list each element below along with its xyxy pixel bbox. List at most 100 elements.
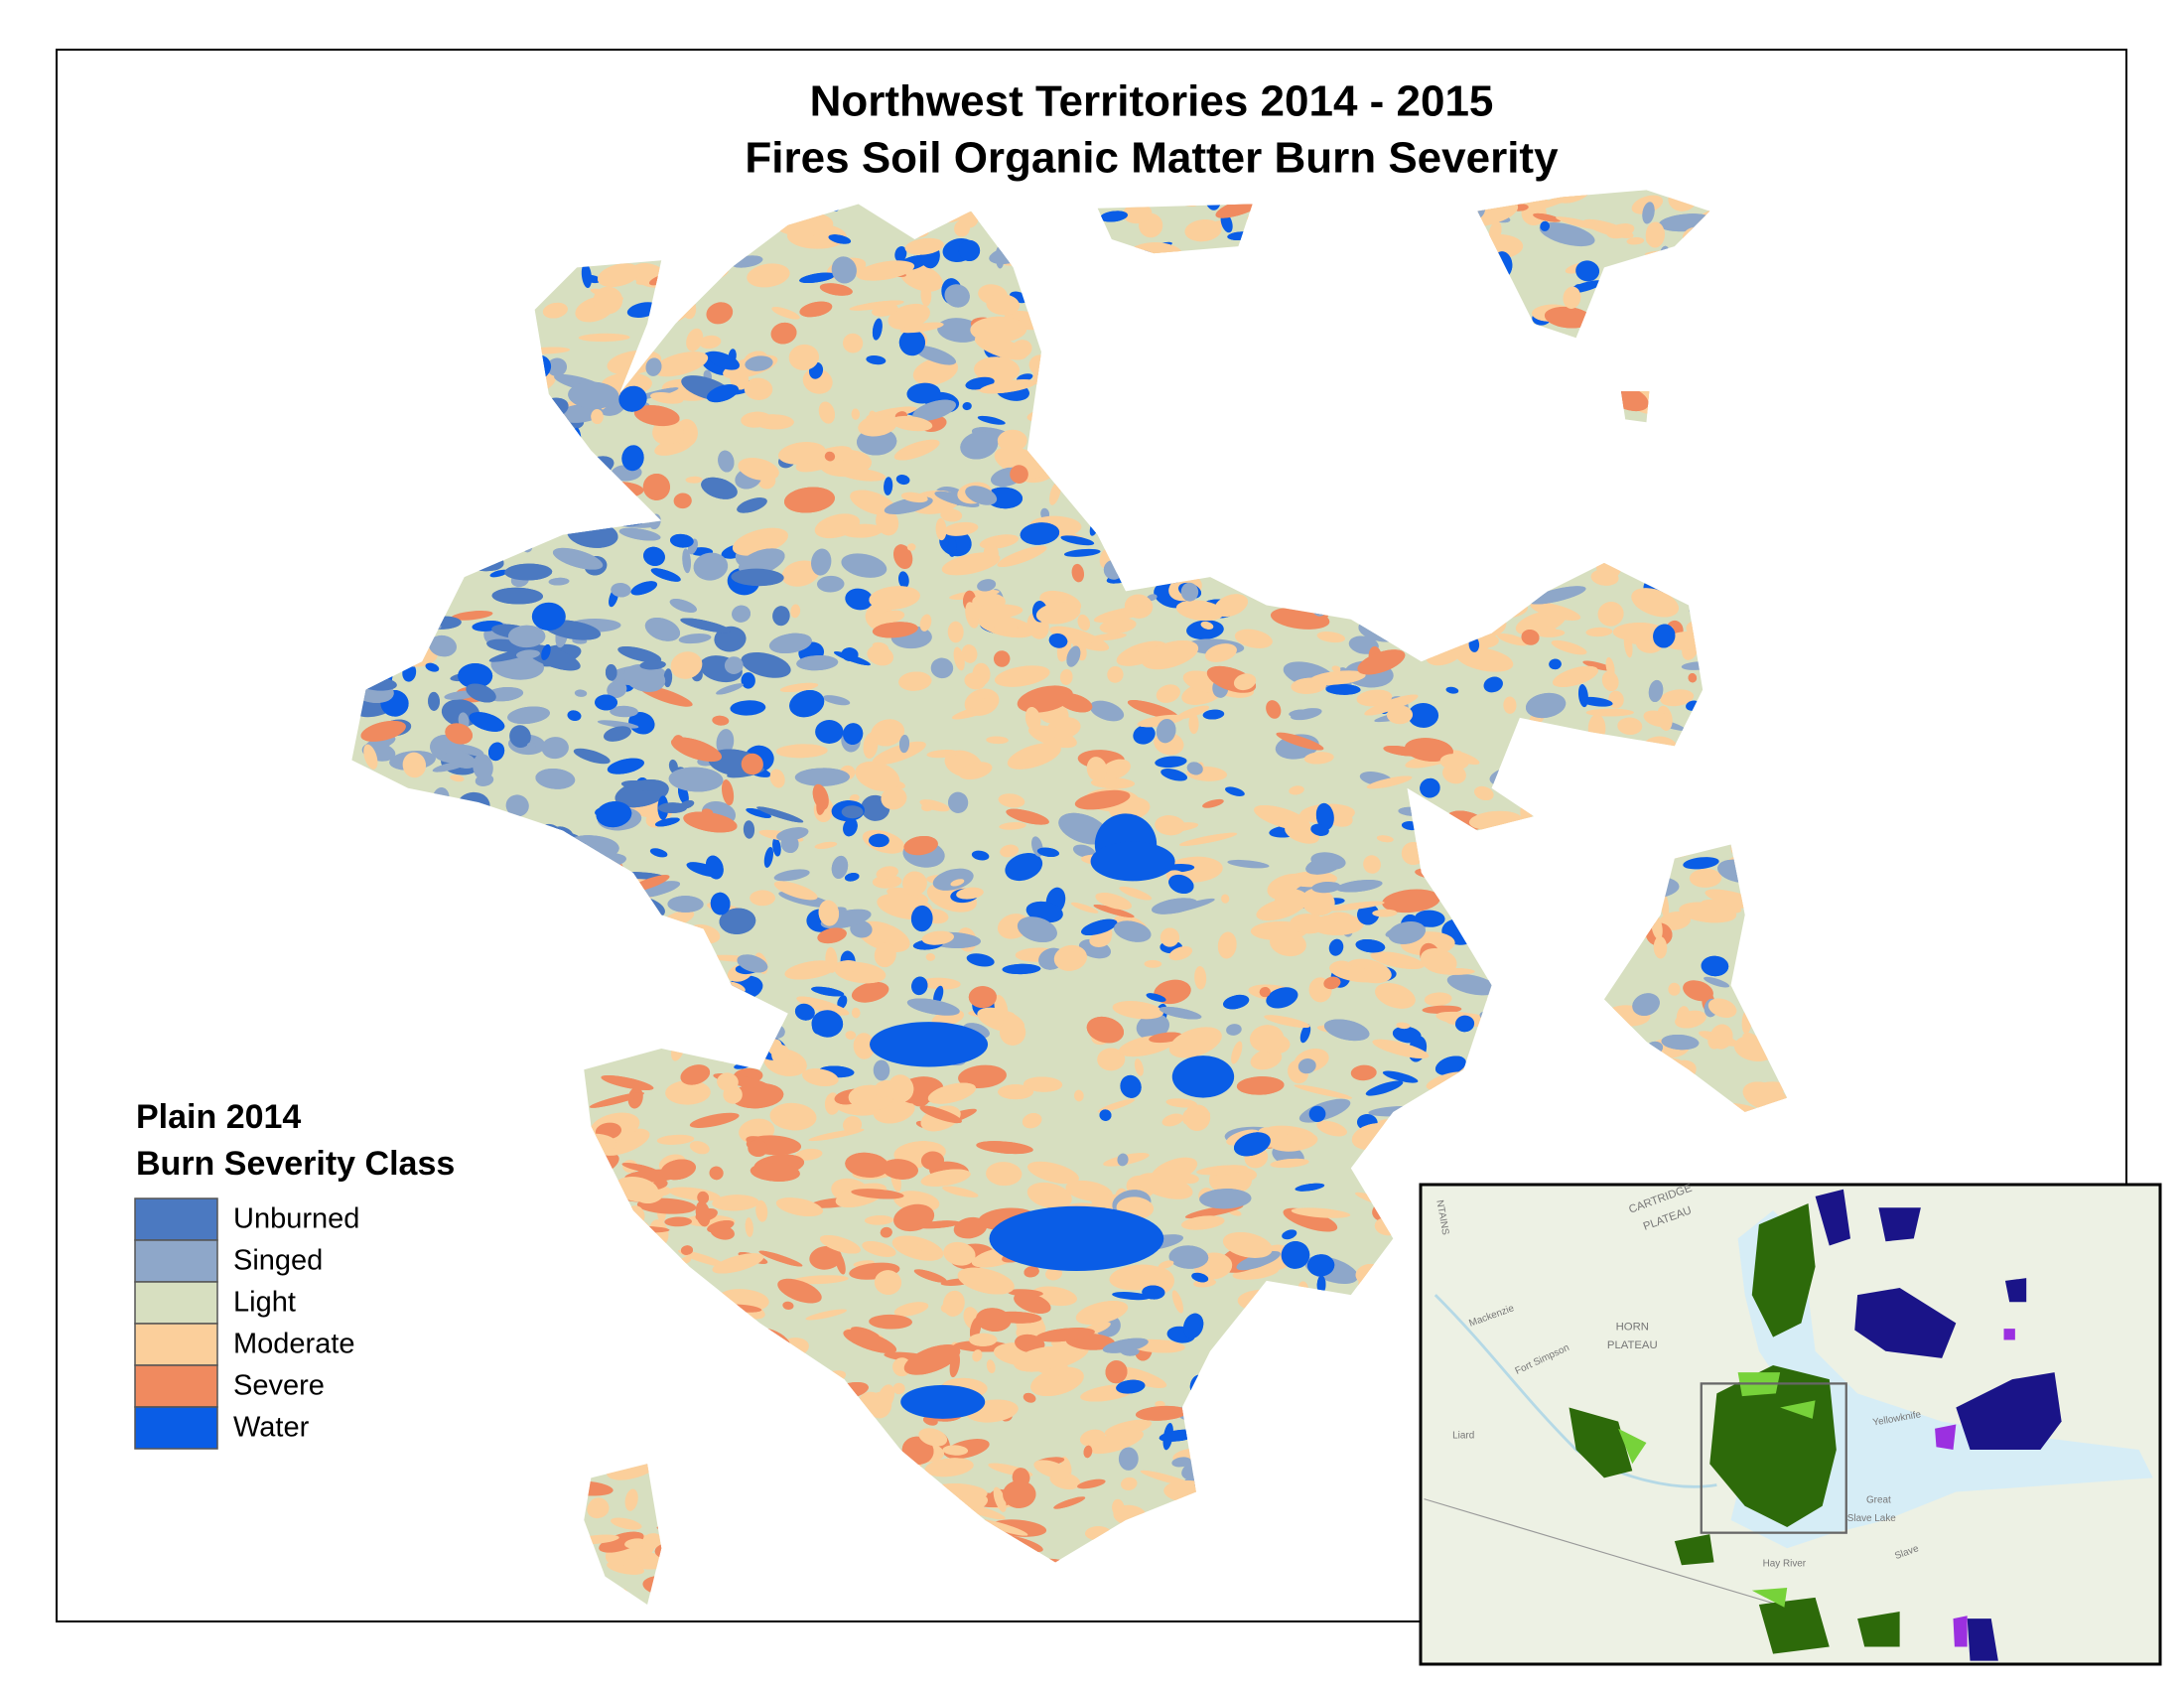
raster-patch (678, 633, 712, 644)
raster-patch (772, 837, 781, 857)
raster-patch (1392, 1026, 1422, 1044)
raster-patch (1194, 966, 1207, 990)
raster-patch (1503, 696, 1517, 714)
raster-patch (1266, 700, 1282, 719)
raster-patch (1582, 660, 1614, 671)
raster-patch (716, 729, 735, 756)
raster-patch (1074, 789, 1131, 810)
raster-patch (714, 626, 747, 652)
legend-label: Unburned (233, 1203, 359, 1235)
raster-patch (853, 1033, 876, 1059)
legend-swatch (134, 1323, 218, 1366)
raster-patch (1097, 1098, 1136, 1113)
raster-patch (1119, 886, 1153, 901)
raster-patch (943, 521, 979, 536)
raster-patch (873, 1059, 890, 1081)
raster-patch (653, 352, 709, 377)
raster-patch (583, 274, 602, 284)
raster-patch (1316, 632, 1346, 643)
raster-patch (867, 645, 894, 666)
raster-patch (1089, 700, 1125, 722)
raster-patch (1408, 702, 1439, 728)
raster-patch (1101, 759, 1131, 779)
fire-perimeter (2003, 1329, 2015, 1340)
raster-patch (937, 318, 982, 343)
raster-patch (721, 779, 735, 806)
raster-patch (578, 333, 630, 343)
raster-patch (1363, 855, 1381, 874)
raster-patch (1445, 686, 1459, 694)
lake (1171, 1055, 1235, 1098)
raster-patch (1161, 1113, 1184, 1127)
lake (989, 1205, 1164, 1272)
raster-patch (977, 415, 1006, 425)
raster-patch (1299, 1024, 1311, 1044)
raster-patch (1155, 756, 1187, 769)
legend-label: Singed (233, 1245, 323, 1277)
raster-patch (1540, 220, 1551, 231)
raster-patch (678, 1249, 728, 1268)
raster-patch (953, 1216, 988, 1239)
raster-patch (668, 759, 678, 774)
raster-patch (782, 1301, 794, 1311)
raster-patch (811, 548, 832, 576)
raster-patch (816, 575, 845, 593)
raster-patch (1063, 548, 1101, 557)
raster-patch (872, 741, 926, 766)
raster-patch (1116, 640, 1167, 666)
place-label: Hay River (1763, 1558, 1807, 1569)
legend-swatch (134, 1364, 218, 1408)
raster-patch (663, 668, 673, 688)
raster-patch (869, 1314, 913, 1330)
raster-patch (866, 354, 887, 365)
place-label: Liard (1452, 1430, 1474, 1441)
raster-patch (1086, 757, 1108, 782)
raster-patch (665, 1080, 711, 1105)
raster-patch (1382, 1070, 1419, 1083)
raster-patch (947, 621, 964, 643)
raster-patch (1704, 976, 1730, 988)
raster-patch (693, 552, 729, 581)
raster-patch (895, 475, 910, 486)
raster-patch (892, 544, 913, 570)
raster-patch (1585, 708, 1634, 717)
raster-patch (1160, 768, 1188, 781)
map-subtitle: Fires Soil Organic Matter Burn Severity (745, 134, 1559, 183)
raster-patch (1234, 629, 1273, 648)
place-label: HORN (1616, 1322, 1649, 1334)
place-label: Slave Lake (1847, 1513, 1897, 1524)
raster-patch (1227, 859, 1270, 869)
map-title: Northwest Territories 2014 - 2015 (810, 77, 1494, 126)
raster-patch (1176, 705, 1210, 720)
legend-label: Severe (233, 1370, 325, 1402)
raster-patch (1060, 535, 1095, 546)
legend-label: Moderate (233, 1329, 355, 1360)
raster-patch (1689, 868, 1722, 888)
raster-patch (1497, 633, 1529, 646)
raster-patch (1530, 602, 1581, 621)
raster-patch (1079, 1429, 1106, 1447)
raster-patch (1118, 1447, 1139, 1471)
raster-patch (686, 328, 704, 352)
raster-patch (689, 1141, 710, 1155)
raster-patch (1134, 1058, 1144, 1076)
raster-patch (978, 1518, 1028, 1536)
raster-patch (1375, 983, 1416, 1009)
raster-patch (809, 1245, 842, 1270)
raster-patch (969, 1333, 998, 1346)
raster-patch (930, 657, 954, 679)
legend-label: Water (233, 1412, 310, 1444)
raster-patch (649, 848, 668, 858)
raster-patch (1575, 260, 1600, 282)
raster-patch (781, 560, 820, 587)
raster-patch (1026, 1182, 1072, 1209)
raster-patch (1133, 725, 1156, 745)
raster-patch (1072, 844, 1096, 858)
raster-patch (1097, 1048, 1126, 1071)
legend-subtitle: Burn Severity Class (136, 1145, 455, 1183)
raster-patch (1683, 980, 1713, 1002)
raster-patch (741, 672, 755, 689)
raster-patch (1539, 222, 1595, 247)
raster-patch (573, 748, 611, 765)
